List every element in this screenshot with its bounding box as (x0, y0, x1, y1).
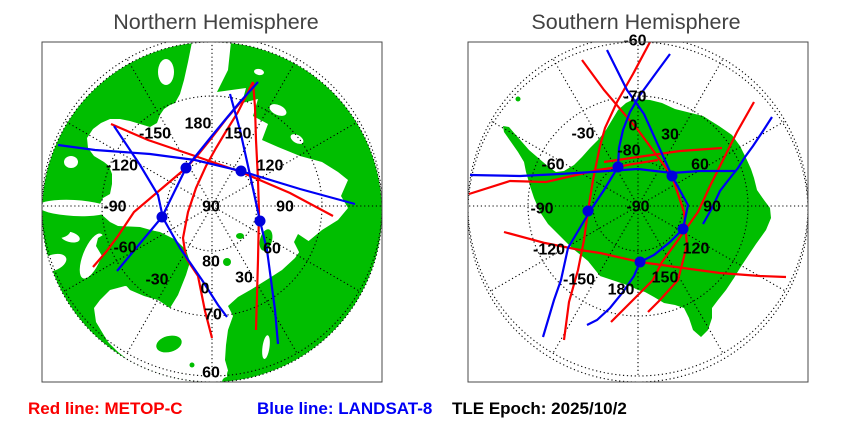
svg-text:-30: -30 (571, 126, 594, 143)
svg-text:60: 60 (691, 157, 709, 174)
svg-text:90: 90 (202, 199, 220, 216)
svg-text:Northern Hemisphere: Northern Hemisphere (113, 10, 319, 34)
svg-text:-120: -120 (106, 158, 138, 175)
svg-text:70: 70 (204, 307, 222, 324)
svg-text:-60: -60 (113, 240, 136, 257)
svg-text:30: 30 (235, 270, 253, 287)
svg-text:0: 0 (201, 281, 210, 298)
svg-text:30: 30 (661, 127, 679, 144)
svg-text:-150: -150 (139, 126, 171, 143)
svg-text:Blue line: LANDSAT-8: Blue line: LANDSAT-8 (257, 399, 432, 418)
svg-text:150: 150 (225, 126, 252, 143)
svg-text:-90: -90 (626, 199, 649, 216)
svg-text:90: 90 (276, 199, 294, 216)
svg-text:120: 120 (257, 158, 284, 175)
svg-text:-70: -70 (623, 89, 646, 106)
svg-text:60: 60 (202, 365, 220, 382)
svg-text:180: 180 (185, 116, 212, 133)
svg-text:180: 180 (608, 282, 635, 299)
svg-text:60: 60 (263, 241, 281, 258)
svg-text:-90: -90 (103, 199, 126, 216)
svg-text:-30: -30 (145, 272, 168, 289)
svg-text:-60: -60 (541, 157, 564, 174)
svg-text:90: 90 (703, 199, 721, 216)
svg-text:-60: -60 (623, 33, 646, 50)
svg-text:Southern Hemisphere: Southern Hemisphere (531, 10, 740, 34)
svg-text:-120: -120 (533, 242, 565, 259)
svg-text:0: 0 (629, 118, 638, 135)
svg-text:Red line: METOP-C: Red line: METOP-C (28, 399, 183, 418)
svg-text:-150: -150 (563, 272, 595, 289)
svg-text:TLE Epoch: 2025/10/2: TLE Epoch: 2025/10/2 (452, 399, 627, 418)
svg-text:80: 80 (202, 254, 220, 271)
svg-text:120: 120 (683, 241, 710, 258)
svg-text:-90: -90 (530, 201, 553, 218)
svg-text:150: 150 (652, 270, 679, 287)
svg-text:-80: -80 (617, 143, 640, 160)
